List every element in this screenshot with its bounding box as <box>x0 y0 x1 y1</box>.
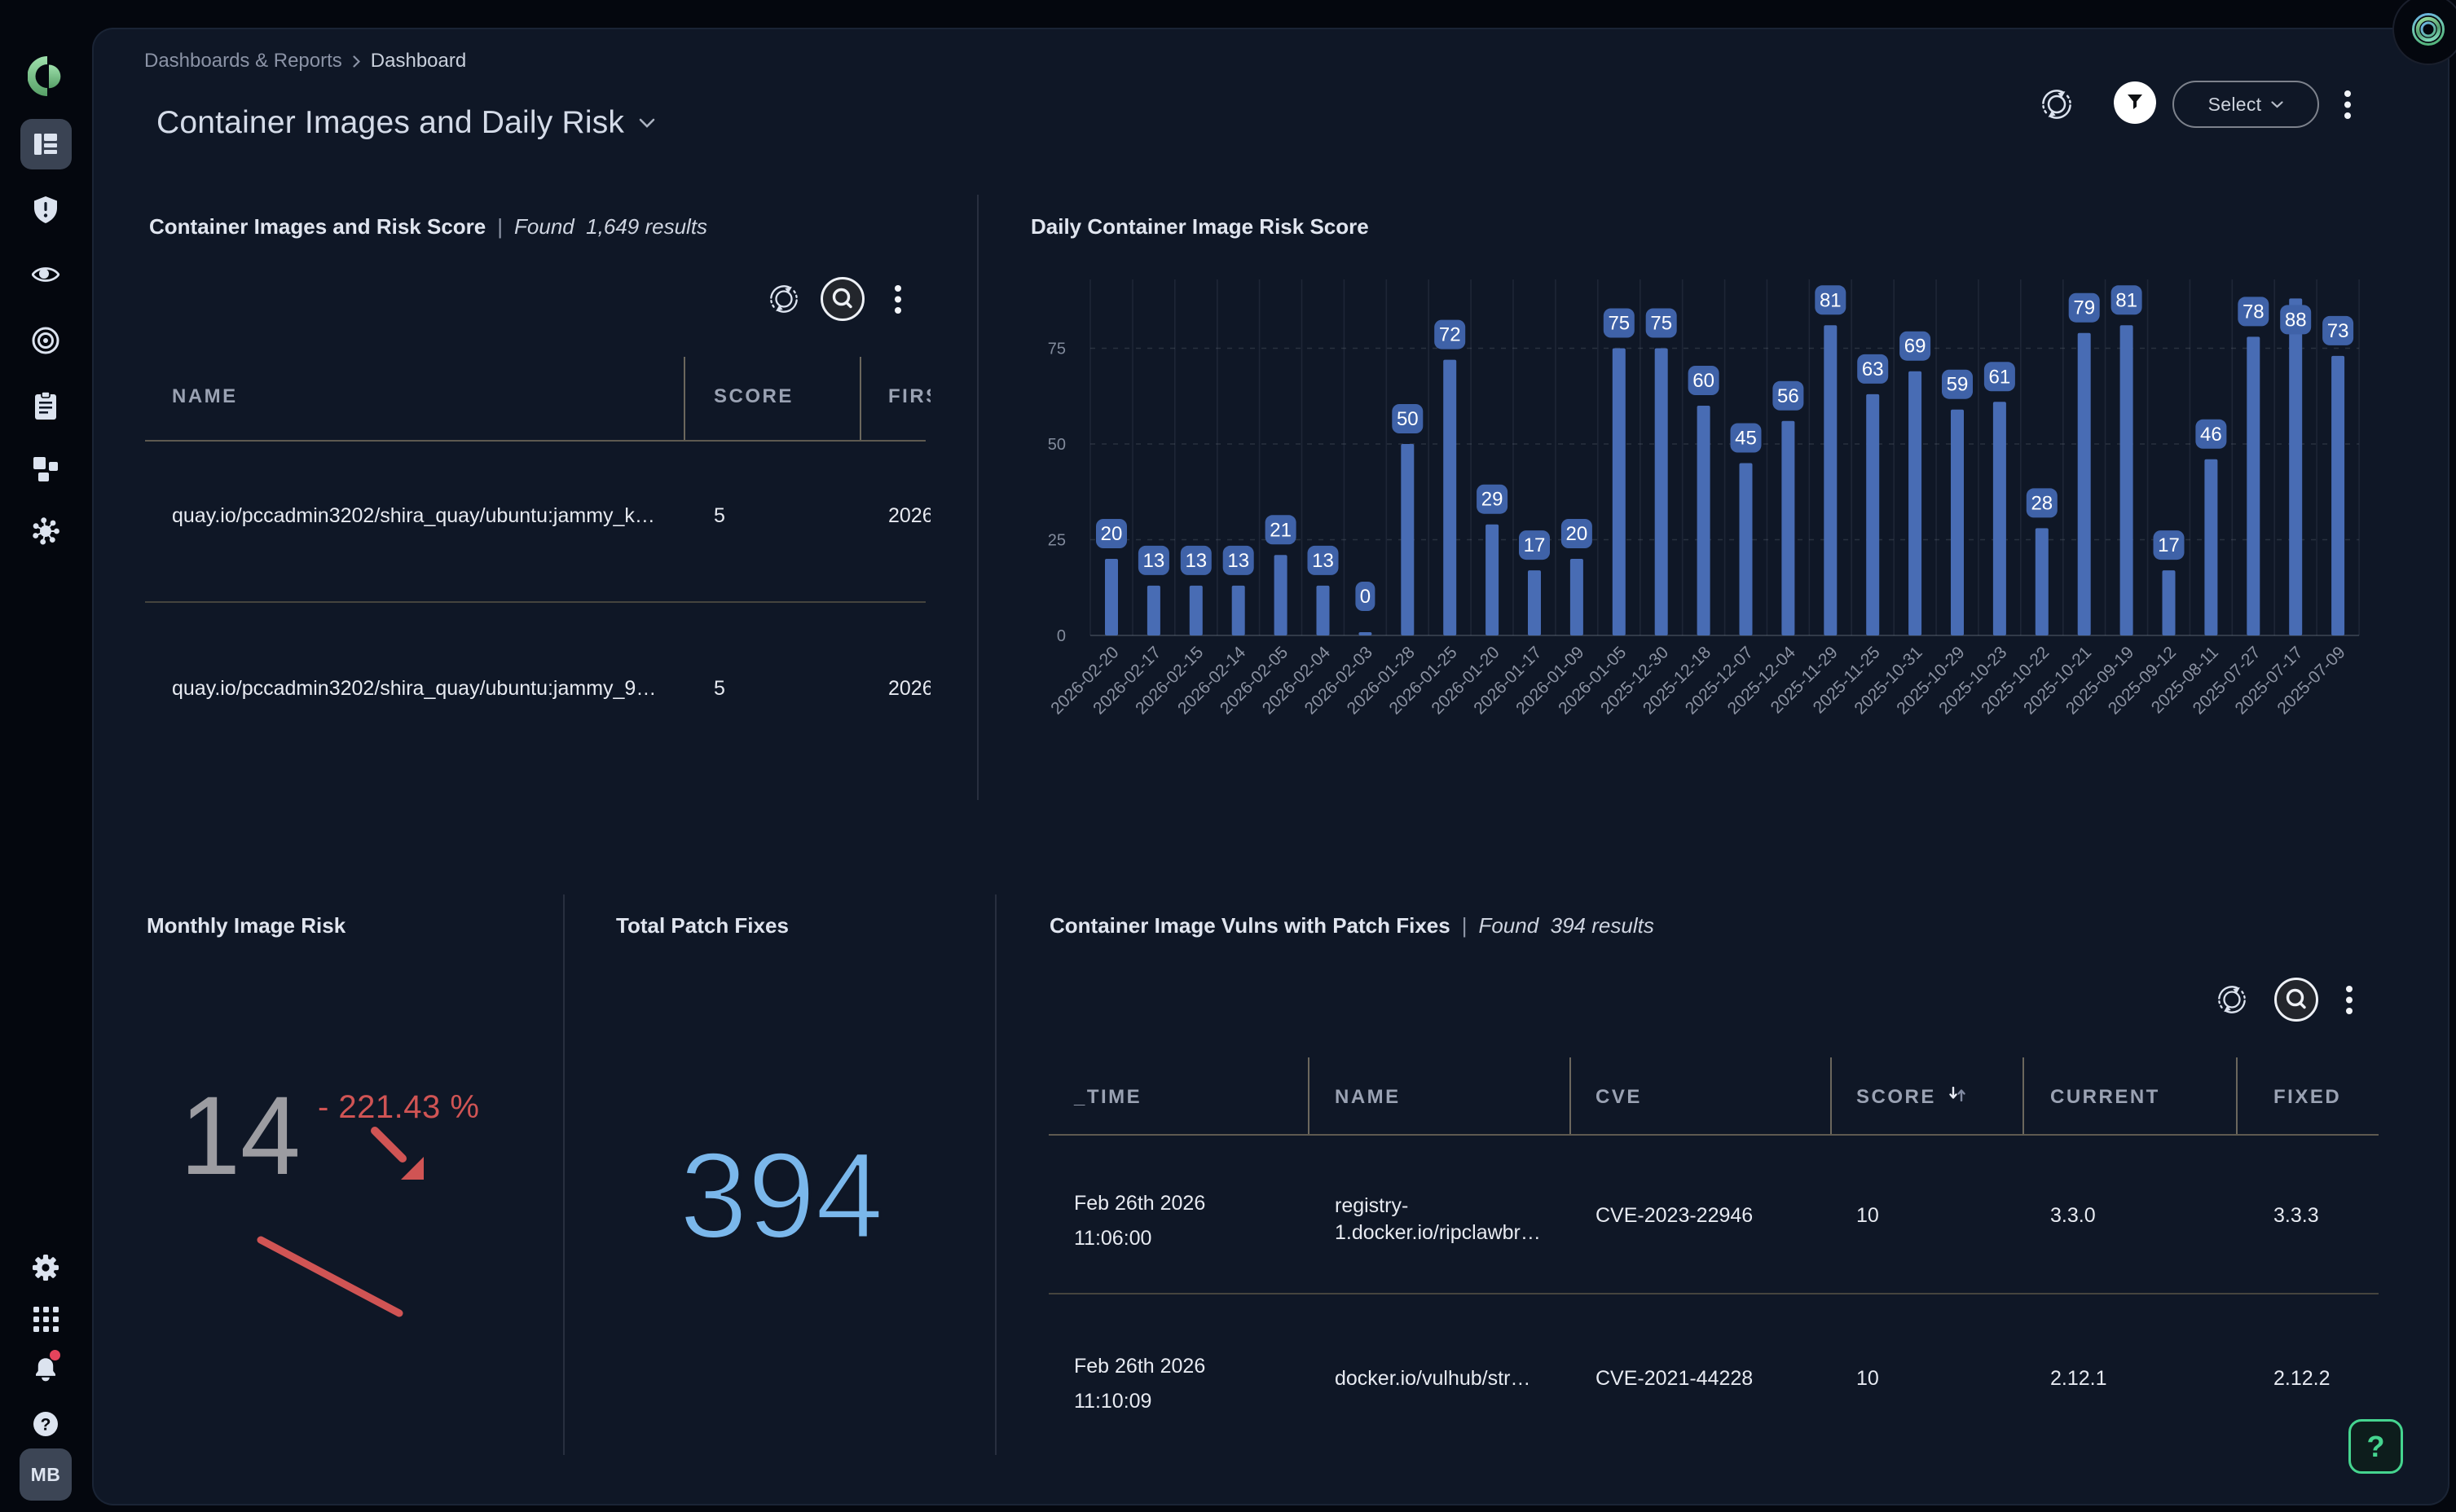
svg-text:20: 20 <box>1101 523 1123 545</box>
svg-text:0: 0 <box>1057 627 1066 645</box>
svg-text:75: 75 <box>1650 313 1672 335</box>
svg-text:13: 13 <box>1312 550 1334 572</box>
svg-text:69: 69 <box>1904 336 1926 358</box>
svg-text:17: 17 <box>1524 534 1546 556</box>
svg-text:59: 59 <box>1947 374 1969 396</box>
svg-text:61: 61 <box>1989 366 2011 388</box>
svg-text:88: 88 <box>2285 309 2307 331</box>
svg-text:73: 73 <box>2327 320 2349 342</box>
svg-text:72: 72 <box>1439 324 1461 346</box>
svg-text:60: 60 <box>1692 370 1714 392</box>
svg-text:81: 81 <box>1820 289 1842 311</box>
svg-text:21: 21 <box>1270 519 1292 541</box>
svg-text:46: 46 <box>2200 424 2222 446</box>
svg-text:75: 75 <box>1048 341 1066 358</box>
svg-text:45: 45 <box>1735 428 1757 450</box>
svg-text:20: 20 <box>1566 523 1588 545</box>
svg-text:63: 63 <box>1862 358 1884 380</box>
svg-text:25: 25 <box>1048 532 1066 550</box>
svg-text:13: 13 <box>1143 550 1165 572</box>
svg-text:81: 81 <box>2115 289 2137 311</box>
svg-text:50: 50 <box>1048 436 1066 454</box>
svg-text:0: 0 <box>1360 586 1371 608</box>
svg-text:28: 28 <box>2031 492 2053 514</box>
svg-text:13: 13 <box>1185 550 1207 572</box>
svg-text:29: 29 <box>1481 489 1503 511</box>
svg-text:50: 50 <box>1397 408 1419 430</box>
svg-text:78: 78 <box>2243 301 2265 323</box>
svg-text:17: 17 <box>2158 534 2180 556</box>
svg-text:13: 13 <box>1227 550 1249 572</box>
svg-text:56: 56 <box>1777 385 1799 407</box>
svg-text:?: ? <box>41 1416 51 1435</box>
svg-text:79: 79 <box>2073 297 2095 319</box>
svg-text:75: 75 <box>1608 313 1630 335</box>
